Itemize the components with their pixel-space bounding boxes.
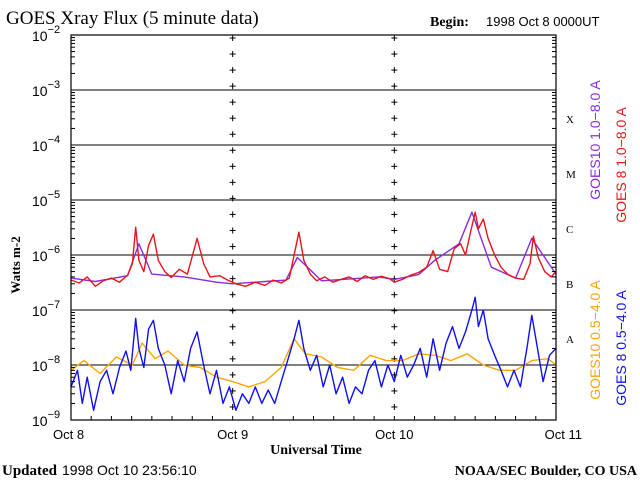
legend-entry: GOES10 0.5−4.0 A [587,280,603,400]
chart-title: GOES Xray Flux (5 minute data) [6,8,259,29]
y-tick-label: 10−9 [32,409,60,429]
y-tick-label: 10−4 [32,134,60,154]
y-tick-exponent: −8 [48,354,61,366]
y-tick-label: 10−8 [32,354,60,374]
series-lines [70,211,557,411]
footer-updated-value: 1998 Oct 10 23:56:10 [62,462,197,478]
begin-label: Begin: [430,15,469,30]
y-tick-exponent: −7 [48,299,61,311]
flare-class-label: X [566,114,574,126]
legend-entry: GOES10 1.0−8.0 A [587,80,603,200]
series-line [70,296,557,411]
plot-border [70,34,557,421]
plot-frame [70,34,557,421]
y-tick-exponent: −9 [48,409,61,421]
y-tick-labels: 10−210−310−410−510−610−710−810−9 [32,24,60,429]
y-axis-label: Watts m-2 [8,236,23,293]
y-tick-label: 10−7 [32,299,60,319]
y-tick-exponent: −2 [48,24,61,36]
legend: GOES10 1.0−8.0 A GOES 8 1.0−8.0 A GOES10 0… [587,80,629,406]
flare-class-label: C [566,224,573,236]
flare-class-label: B [566,279,573,291]
x-tick-label: Oct 10 [375,427,413,442]
x-tick-labels: Oct 8 Oct 9 Oct 10 Oct 11 [53,427,582,442]
footer-updated-label: Updated [2,463,58,479]
y-tick-label: 10−3 [32,79,60,99]
y-tick-exponent: −5 [48,189,61,201]
series-line [70,211,557,285]
y-tick-label: 10−6 [32,244,60,264]
flare-class-labels: X M C B A [566,114,576,346]
begin-value: 1998 Oct 8 0000UT [486,14,600,29]
legend-entry: GOES 8 0.5−4.0 A [613,290,629,406]
x-tick-label: Oct 11 [545,427,582,442]
y-tick-exponent: −3 [48,79,61,91]
x-tick-label: Oct 9 [217,427,248,442]
y-tick-exponent: −4 [48,134,61,146]
flare-class-label: A [566,334,574,346]
footer-source: NOAA/SEC Boulder, CO USA [455,464,638,479]
y-tick-exponent: −6 [48,244,61,256]
x-tick-label: Oct 8 [53,427,84,442]
grid-lines [71,34,556,421]
series-line [70,211,557,287]
flare-class-label: M [566,169,576,181]
legend-entry: GOES 8 1.0−8.0 A [613,107,629,223]
y-tick-label: 10−5 [32,189,60,209]
x-axis-label: Universal Time [270,443,362,458]
